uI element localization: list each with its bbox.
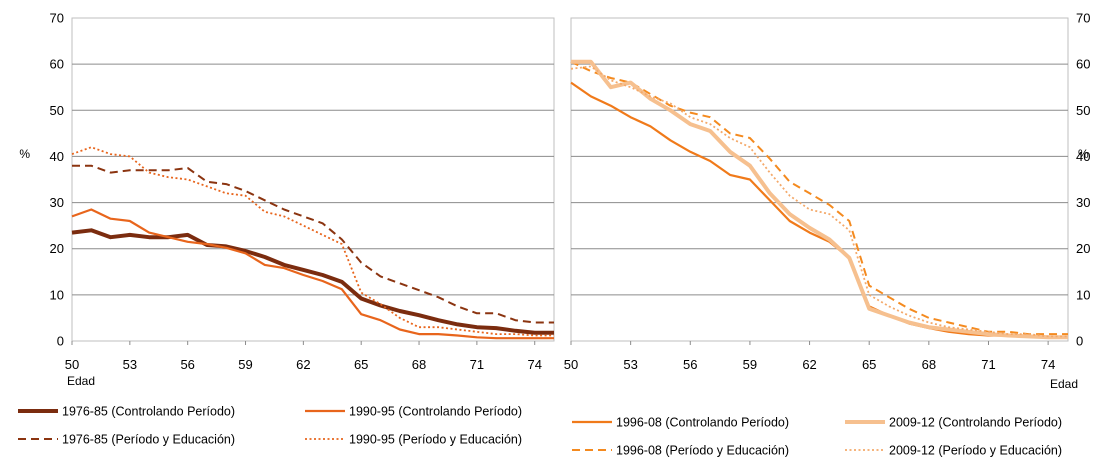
- y-tick-label-right: 10: [1076, 287, 1090, 302]
- legend: 1976-85 (Controlando Período) 1976-85 (Pe…: [18, 405, 1062, 457]
- x-axis-label-left: Edad: [67, 374, 95, 388]
- y-tick-label-left: 70: [50, 11, 64, 26]
- x-tick-label-left: 68: [412, 357, 426, 372]
- y-tick-label-left: 10: [50, 287, 64, 302]
- legend-label-left-0: 1976-85 (Controlando Período): [62, 405, 235, 419]
- series-line-left-3: [71, 146, 554, 337]
- legend-label-right-0: 1996-08 (Controlando Período): [616, 416, 789, 430]
- legend-label-right-3: 2009-12 (Período y Educación): [889, 444, 1062, 457]
- x-tick-label-right: 56: [683, 357, 697, 372]
- x-tick-label-right: 71: [981, 357, 995, 372]
- y-tick-label-right: 50: [1076, 103, 1090, 118]
- x-axis-label-right: Edad: [1050, 377, 1078, 391]
- x-tick-label-left: 59: [238, 357, 252, 372]
- legend-label-left-2: 1990-95 (Controlando Período): [349, 405, 522, 419]
- series-line-left-2: [71, 208, 554, 340]
- legend-label-left-3: 1990-95 (Período y Educación): [349, 433, 522, 447]
- y-axis-label-right: %: [1078, 147, 1089, 161]
- panel-right: 0 10 20 30 40 50 60 70 50 53 56 59 62 65 68 71 74% Edad: [564, 11, 1091, 392]
- y-tick-label-left: 20: [50, 241, 64, 256]
- y-tick-label-left: 50: [50, 103, 64, 118]
- x-tick-label-left: 53: [123, 357, 137, 372]
- x-tick-label-left: 56: [180, 357, 194, 372]
- panel-left: 0 10 20 30 40 50 60 70 50 53 56 59 62 65 68 71 74% Edad: [19, 11, 555, 388]
- y-tick-label-right: 20: [1076, 241, 1090, 256]
- y-tick-label-right: 40: [1076, 149, 1090, 164]
- x-tick-label-left: 74: [527, 357, 541, 372]
- x-tick-label-right: 50: [564, 357, 578, 372]
- x-tick-label-left: 65: [354, 357, 368, 372]
- legend-label-right-1: 1996-08 (Período y Educación): [616, 444, 789, 457]
- y-axis-label-left: %: [19, 147, 30, 161]
- legend-label-right-2: 2009-12 (Controlando Período): [889, 416, 1062, 430]
- series-line-right-2: [571, 59, 1068, 340]
- x-tick-label-right: 65: [862, 357, 876, 372]
- plot-area-left: [71, 17, 555, 342]
- x-tick-label-left: 62: [296, 357, 310, 372]
- y-tick-label-left: 0: [57, 334, 64, 349]
- x-tick-label-right: 68: [922, 357, 936, 372]
- y-tick-label-left: 30: [50, 195, 64, 210]
- y-tick-label-right: 0: [1076, 334, 1083, 349]
- legend-label-left-1: 1976-85 (Período y Educación): [62, 433, 235, 447]
- series-line-right-3: [570, 65, 1068, 338]
- x-tick-label-right: 74: [1041, 357, 1055, 372]
- series-line-left-0: [71, 228, 554, 335]
- y-tick-label-right: 30: [1076, 195, 1090, 210]
- y-tick-label-left: 40: [50, 149, 64, 164]
- plot-area-right: [570, 17, 1069, 342]
- series-line-left-1: [72, 164, 554, 324]
- x-tick-label-right: 59: [743, 357, 757, 372]
- x-tick-label-right: 62: [802, 357, 816, 372]
- y-tick-label-right: 70: [1076, 11, 1090, 26]
- y-tick-label-right: 60: [1076, 57, 1090, 72]
- y-tick-label-left: 60: [50, 57, 64, 72]
- series-line-right-0: [570, 81, 1068, 339]
- x-tick-label-left: 71: [470, 357, 484, 372]
- x-tick-label-left: 50: [65, 357, 79, 372]
- x-tick-label-right: 53: [623, 357, 637, 372]
- series-line-right-1: [570, 60, 1068, 336]
